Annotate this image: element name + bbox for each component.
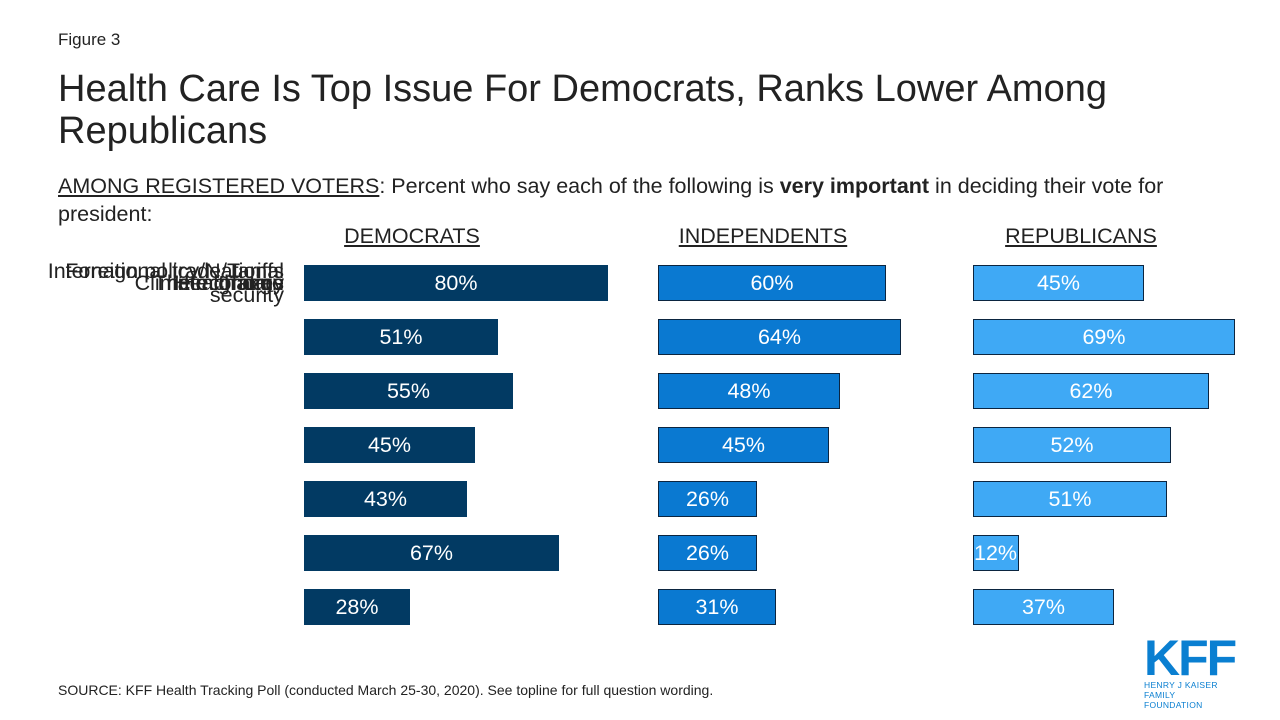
bar-independents-2: 48%: [658, 373, 840, 409]
data-label: 26%: [685, 540, 730, 565]
panel-header-democrats: DEMOCRATS: [344, 224, 480, 248]
data-label: 45%: [1036, 270, 1081, 295]
subtitle-text-2: in deciding their vote for president:: [58, 174, 1164, 226]
bar-democrats-4: 43%: [304, 481, 467, 517]
data-label: 55%: [386, 378, 431, 403]
data-label: 45%: [721, 432, 766, 457]
subtitle-text-1: : Percent who say each of the following …: [379, 174, 780, 198]
bar-republicans-0: 45%: [973, 265, 1144, 301]
data-label: 62%: [1069, 378, 1113, 403]
bar-democrats-1: 51%: [304, 319, 498, 355]
bar-democrats-3: 45%: [304, 427, 475, 463]
data-label: 51%: [1048, 486, 1092, 511]
bar-democrats-0: 80%: [304, 265, 608, 301]
category-label: Health care: [174, 271, 284, 295]
category-label: Taxes: [227, 271, 284, 295]
category-label: Immigration: [171, 271, 284, 295]
logo-wordmark: KFF: [1144, 630, 1237, 686]
bar-independents-3: 45%: [658, 427, 829, 463]
bar-democrats-5: 67%: [304, 535, 559, 571]
bar-republicans-1: 69%: [973, 319, 1235, 355]
logo-line-2: FAMILY FOUNDATION: [1144, 690, 1203, 710]
data-label: 52%: [1050, 432, 1094, 457]
source-note: SOURCE: KFF Health Tracking Poll (conduc…: [58, 682, 714, 698]
data-label: 67%: [409, 540, 454, 565]
bar-democrats-6: 28%: [304, 589, 410, 625]
data-label: 31%: [695, 594, 739, 619]
bar-independents-0: 60%: [658, 265, 886, 301]
bar-independents-6: 31%: [658, 589, 776, 625]
data-label: 45%: [367, 432, 412, 457]
bar-republicans-4: 51%: [973, 481, 1167, 517]
chart-title: Health Care Is Top Issue For Democrats, …: [58, 68, 1107, 152]
data-label: 69%: [1082, 324, 1126, 349]
kff-logo: KFF HENRY J KAISER FAMILY FOUNDATION: [1144, 630, 1237, 710]
figure-label: Figure 3: [58, 30, 121, 49]
bar-republicans-5: 12%: [973, 535, 1019, 571]
panel-header-republicans: REPUBLICANS: [1005, 224, 1157, 248]
chart-subtitle: AMONG REGISTERED VOTERS: Percent who say…: [58, 172, 1228, 228]
bar-republicans-2: 62%: [973, 373, 1209, 409]
category-label: International trade/Tariffs: [47, 259, 284, 283]
bar-republicans-6: 37%: [973, 589, 1114, 625]
data-label: 60%: [750, 270, 794, 295]
category-label: Climate change: [134, 271, 284, 295]
data-label: 26%: [685, 486, 730, 511]
bar-independents-4: 26%: [658, 481, 757, 517]
data-label: 64%: [757, 324, 802, 349]
data-label: 51%: [379, 324, 423, 349]
subtitle-bold: very important: [779, 174, 930, 198]
data-label: 12%: [974, 540, 1018, 565]
data-label: 28%: [335, 594, 379, 619]
data-label: 80%: [434, 270, 478, 295]
data-label: 43%: [363, 486, 408, 511]
bar-independents-1: 64%: [658, 319, 901, 355]
logo-line-1: HENRY J KAISER: [1144, 680, 1218, 690]
category-label: Foreign policy/National security: [65, 259, 284, 307]
bar-democrats-2: 55%: [304, 373, 513, 409]
subtitle-prefix: AMONG REGISTERED VOTERS: [58, 174, 380, 198]
bar-republicans-3: 52%: [973, 427, 1171, 463]
data-label: 37%: [1021, 594, 1066, 619]
category-label: The economy: [153, 271, 284, 295]
bar-independents-5: 26%: [658, 535, 757, 571]
panel-header-independents: INDEPENDENTS: [678, 224, 848, 248]
data-label: 48%: [727, 378, 771, 403]
